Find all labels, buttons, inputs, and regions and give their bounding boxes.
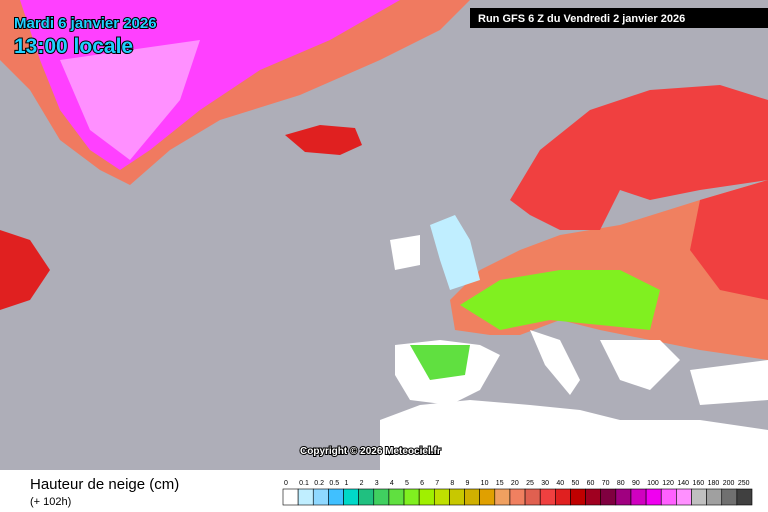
iberia-snow	[410, 345, 470, 380]
legend-label: 3	[375, 480, 379, 487]
legend-swatch	[358, 488, 375, 506]
legend-label: 40	[556, 480, 564, 487]
legend-swatch	[343, 488, 359, 506]
legend-label: 160	[692, 480, 704, 487]
legend-swatch	[297, 488, 314, 506]
legend-swatch	[736, 488, 753, 506]
legend-label: 15	[496, 480, 504, 487]
legend-swatch	[585, 488, 602, 506]
legend-label: 8	[450, 480, 454, 487]
legend-label: 90	[632, 480, 640, 487]
legend-label: 7	[435, 480, 439, 487]
legend-label: 0.2	[314, 480, 324, 487]
europe-snow-green	[460, 270, 660, 330]
legend-label: 0.1	[299, 480, 309, 487]
legend-swatch	[433, 488, 450, 506]
legend-title: Hauteur de neige (cm)	[30, 476, 179, 493]
legend-label: 0.5	[329, 480, 339, 487]
legend-label: 9	[466, 480, 470, 487]
copyright: Copyright © 2026 Meteociel.fr	[300, 446, 441, 457]
legend-swatch	[539, 488, 556, 506]
africa	[380, 400, 768, 470]
legend-label: 5	[405, 480, 409, 487]
ireland	[390, 235, 420, 270]
legend-swatch	[328, 488, 344, 506]
run-info: Run GFS 6 Z du Vendredi 2 janvier 2026	[478, 13, 685, 25]
legend-swatch	[312, 488, 329, 506]
russia	[690, 180, 768, 300]
legend-subtitle: (+ 102h)	[30, 496, 71, 508]
italy	[530, 330, 580, 395]
legend-swatch	[676, 488, 692, 506]
legend-label: 80	[617, 480, 625, 487]
canada	[0, 230, 50, 310]
run-box	[470, 8, 768, 28]
legend-swatch	[388, 488, 405, 506]
legend-swatch	[630, 488, 647, 506]
legend-swatch	[721, 488, 738, 506]
legend-swatch	[282, 488, 299, 506]
great-britain	[430, 215, 480, 290]
greenland-snow-core	[60, 40, 200, 160]
time: 13:00 locale	[14, 35, 133, 58]
legend-label: 140	[677, 480, 689, 487]
legend-scale: 0 0.1 0.2 0.5 1 2 3 4 5 6 7 8 9 10 15 20 25 30 40 50 60 70 80 9…	[282, 480, 753, 506]
legend-label: 70	[602, 480, 610, 487]
legend-swatch	[555, 488, 571, 506]
legend-swatch	[645, 488, 662, 506]
legend-swatch	[464, 488, 480, 506]
legend-label: 20	[511, 480, 519, 487]
legend-label: 10	[481, 480, 489, 487]
legend-swatch	[418, 488, 435, 506]
legend-label: 25	[526, 480, 534, 487]
legend-label: 50	[571, 480, 579, 487]
legend-label: 4	[390, 480, 394, 487]
legend-swatch	[570, 488, 586, 506]
legend-label: 30	[541, 480, 549, 487]
legend-label: 100	[647, 480, 659, 487]
balkans	[600, 340, 680, 390]
legend-label: 120	[662, 480, 674, 487]
legend-swatch	[479, 488, 496, 506]
legend-label: 1	[345, 480, 349, 487]
legend-swatch	[615, 488, 632, 506]
legend-swatch	[706, 488, 723, 506]
legend-swatch	[449, 488, 465, 506]
legend-swatch	[600, 488, 617, 506]
legend-swatch	[373, 488, 390, 506]
legend-swatch	[403, 488, 420, 506]
legend-label: 6	[420, 480, 424, 487]
legend-swatch	[660, 488, 677, 506]
legend-label: 250	[738, 480, 750, 487]
scandinavia	[510, 85, 768, 230]
legend-swatch	[509, 488, 526, 506]
legend-label: 0	[284, 480, 288, 487]
turkey	[690, 360, 768, 405]
legend-label: 200	[723, 480, 735, 487]
iceland	[285, 125, 362, 155]
legend-swatch	[524, 488, 541, 506]
date: Mardi 6 janvier 2026	[14, 15, 157, 32]
legend-label: 60	[587, 480, 595, 487]
legend-label: 2	[360, 480, 364, 487]
legend-swatch	[691, 488, 707, 506]
legend-swatch	[494, 488, 511, 506]
legend-label: 180	[708, 480, 720, 487]
